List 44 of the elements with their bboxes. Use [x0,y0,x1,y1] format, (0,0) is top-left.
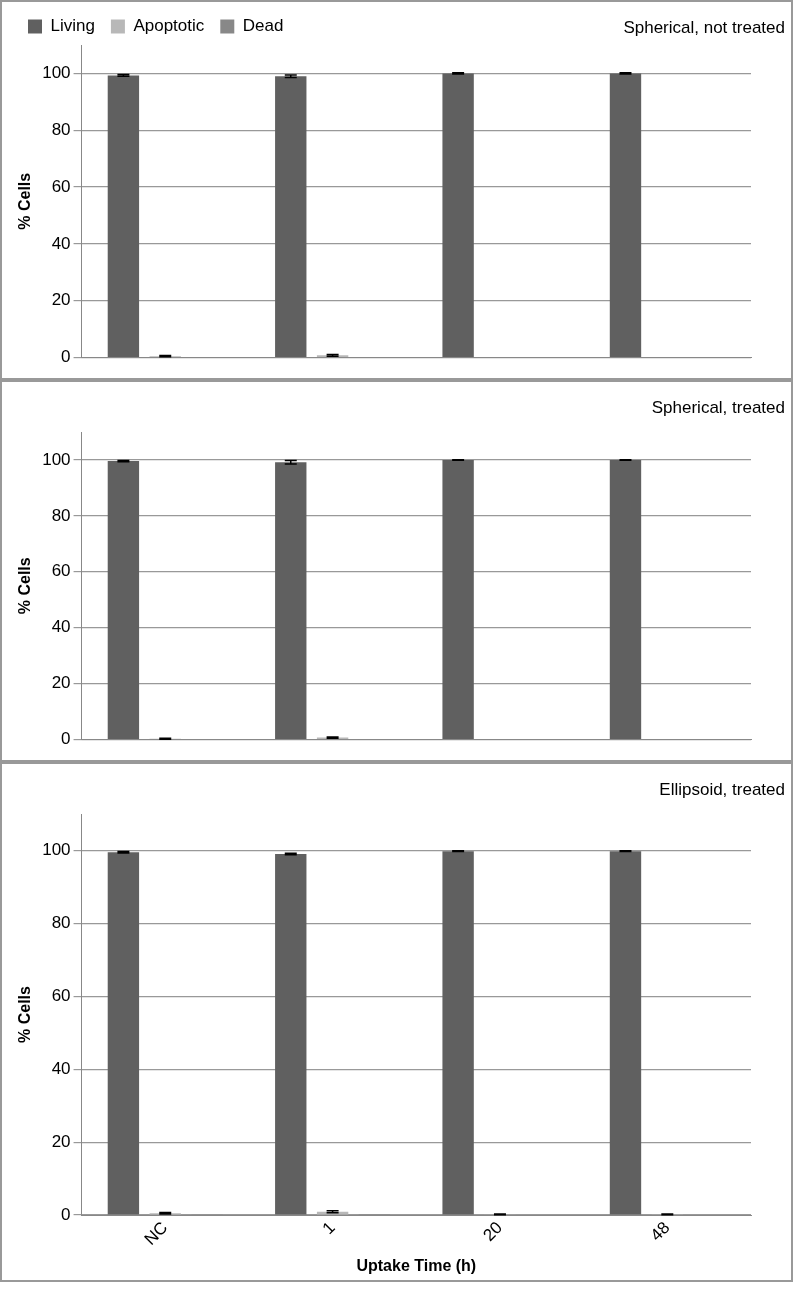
bar [107,461,140,739]
y-tick-label: 20 [51,290,71,310]
legend-label: Living [50,16,95,36]
bar [275,462,307,739]
bar [442,459,474,739]
y-tick-label: 60 [51,985,71,1005]
y-tick-label: 0 [61,347,71,367]
y-tick-label: 100 [42,63,71,83]
y-tick-label: 40 [51,1058,71,1078]
chart-title: Spherical, treated [651,398,785,418]
y-axis-title: % Cells [16,985,34,1043]
bar [442,73,474,357]
y-tick-label: 0 [61,729,71,749]
y-axis-title: % Cells [16,172,34,230]
y-axis-title: % Cells [16,557,34,615]
y-tick-label: 60 [51,561,71,581]
y-tick-label: 40 [51,617,71,637]
bar [107,852,140,1215]
y-tick-label: 20 [51,673,71,693]
bar [107,75,140,357]
y-tick-label: 80 [51,119,71,139]
y-tick-label: 60 [51,176,71,196]
x-tick-label: 48 [646,1217,674,1245]
x-tick-label: NC [140,1217,172,1249]
chart-title: Spherical, not treated [623,18,785,38]
bar [275,854,307,1215]
bar [609,459,642,739]
bar [609,851,642,1215]
x-tick-label: 1 [318,1217,339,1239]
bar [609,73,642,357]
y-tick-label: 0 [61,1204,71,1224]
legend-label: Dead [242,16,284,36]
y-tick-label: 100 [42,449,71,469]
y-tick-label: 20 [51,1131,71,1151]
y-tick-label: 80 [51,505,71,525]
y-tick-label: 80 [51,913,71,933]
chart-title: Ellipsoid, treated [659,780,785,800]
x-tick-label: 20 [479,1217,507,1245]
legend-label: Apoptotic [133,16,205,36]
y-tick-label: 100 [42,840,71,860]
bar [275,76,307,357]
bar [442,851,474,1215]
x-axis-title: Uptake Time (h) [356,1256,477,1274]
y-tick-label: 40 [51,233,71,253]
